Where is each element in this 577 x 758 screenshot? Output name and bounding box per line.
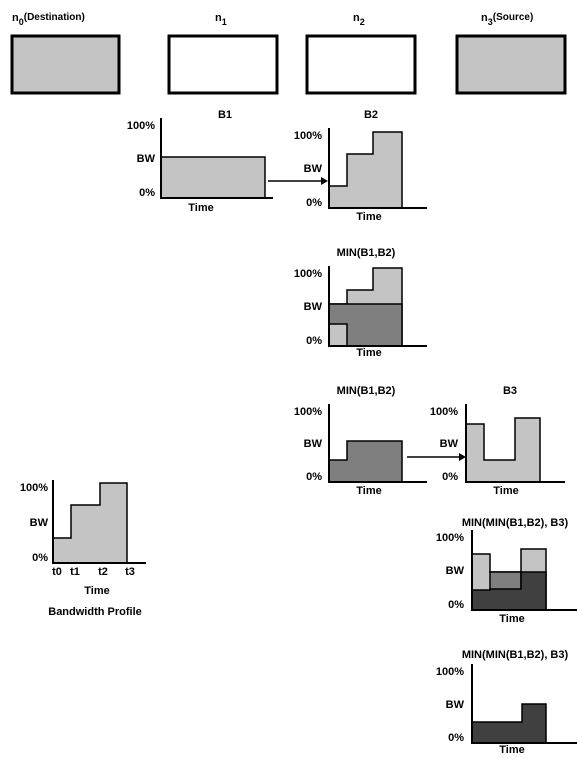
y-tick-bw: BW (30, 517, 49, 529)
plot-profile: 100% BW 0% (20, 480, 146, 564)
plot-title: B3 (503, 385, 517, 397)
node-box-n1 (167, 34, 279, 95)
y-tick-bw: BW (137, 153, 156, 165)
x-axis-label: Time (356, 485, 381, 497)
y-tick-0: 0% (139, 187, 155, 199)
node-label-n0: n0(Destination) (12, 12, 85, 27)
node-n1: n1 (167, 12, 279, 95)
plot-B2: B2 100% BW 0% Time (294, 109, 427, 223)
plot-MIN12: MIN(B1,B2) 100% BW 0% Time (294, 247, 427, 359)
x-axis-label: Time (356, 347, 381, 359)
y-tick-bw: BW (304, 301, 323, 313)
y-tick-100: 100% (127, 120, 155, 132)
plot-MIN12b: MIN(B1,B2) 100% BW 0% Time (294, 385, 427, 497)
y-tick-100: 100% (294, 268, 322, 280)
y-tick-0: 0% (448, 732, 464, 744)
arrow-b1-to-b2 (268, 177, 328, 185)
y-tick-0: 0% (306, 471, 322, 483)
node-n3: n3(Source) (455, 12, 567, 95)
time-tick-t3: t3 (125, 566, 135, 578)
bandwidth-area-light (160, 156, 266, 199)
y-tick-bw: BW (446, 565, 465, 577)
arrow-min-to-b3 (407, 453, 466, 461)
plot-title: MIN(MIN(B1,B2), B3) (462, 649, 569, 661)
plot-title: B2 (364, 109, 378, 121)
plot-B1: B1 100% BW 0% Time (127, 109, 273, 214)
node-box-n0 (10, 34, 121, 95)
plot-title: B1 (218, 109, 232, 121)
time-tick-t1: t1 (70, 566, 80, 578)
node-label-n3: n3(Source) (481, 12, 533, 27)
x-axis-label: Time (493, 485, 518, 497)
plot-B3: B3 100% BW 0% Time (430, 385, 565, 497)
bandwidth-area-light (465, 417, 541, 483)
x-axis-label: Time (188, 202, 213, 214)
y-tick-0: 0% (306, 197, 322, 209)
plot-title: MIN(MIN(B1,B2), B3) (462, 517, 569, 529)
y-tick-100: 100% (294, 130, 322, 142)
y-tick-100: 100% (436, 532, 464, 544)
y-tick-bw: BW (304, 163, 323, 175)
node-n0: n0(Destination) (10, 12, 121, 95)
time-tick-t0: t0 (52, 566, 62, 578)
y-tick-0: 0% (442, 471, 458, 483)
node-n2: n2 (305, 12, 417, 95)
node-box-n2 (305, 34, 417, 95)
plot-title: MIN(B1,B2) (337, 247, 396, 259)
y-tick-100: 100% (294, 406, 322, 418)
node-box-n3 (455, 34, 567, 95)
plot-title: MIN(B1,B2) (337, 385, 396, 397)
profile-caption: Bandwidth Profile (48, 606, 142, 618)
time-tick-t2: t2 (98, 566, 108, 578)
y-tick-100: 100% (20, 482, 48, 494)
y-tick-100: 100% (436, 666, 464, 678)
bandwidth-area-dark (471, 703, 547, 744)
bandwidth-area-mid (328, 440, 403, 483)
y-tick-0: 0% (32, 552, 48, 564)
y-tick-bw: BW (440, 438, 459, 450)
y-tick-0: 0% (448, 599, 464, 611)
x-axis-label: Time (499, 613, 524, 625)
x-axis-label: Time (356, 211, 381, 223)
y-tick-0: 0% (306, 335, 322, 347)
bandwidth-area-light (52, 482, 128, 564)
bandwidth-profile-labels: t0 t1 t2 t3 Time Bandwidth Profile (48, 566, 142, 618)
x-axis-label: Time (499, 744, 524, 756)
plot-MIN123a: MIN(MIN(B1,B2), B3) 100% BW 0% Time (436, 517, 577, 625)
plot-MIN123b: MIN(MIN(B1,B2), B3) 100% BW 0% Time (436, 649, 577, 756)
y-tick-bw: BW (446, 699, 465, 711)
node-label-n2: n2 (353, 12, 365, 27)
node-label-n1: n1 (215, 12, 227, 27)
y-tick-bw: BW (304, 438, 323, 450)
y-tick-100: 100% (430, 406, 458, 418)
bandwidth-area-light (328, 131, 403, 209)
x-axis-label: Time (84, 585, 109, 597)
